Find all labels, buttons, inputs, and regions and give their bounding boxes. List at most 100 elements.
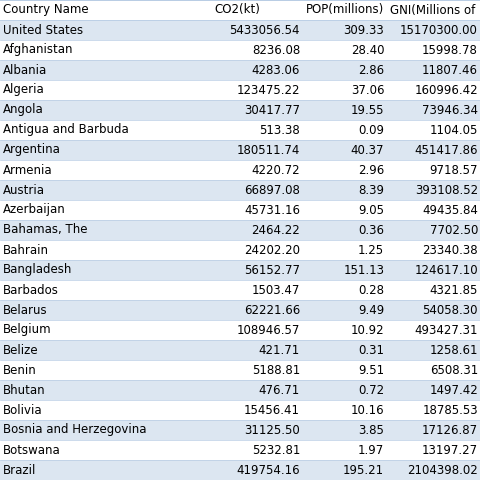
Bar bbox=[0, 200, 480, 220]
Text: United States: United States bbox=[3, 24, 83, 36]
Text: 4321.85: 4321.85 bbox=[429, 284, 477, 297]
Text: 421.71: 421.71 bbox=[258, 344, 300, 357]
Text: 45731.16: 45731.16 bbox=[243, 204, 300, 216]
Bar bbox=[0, 400, 480, 420]
Text: Belarus: Belarus bbox=[3, 303, 48, 316]
Text: 5188.81: 5188.81 bbox=[251, 363, 300, 376]
Text: 309.33: 309.33 bbox=[343, 24, 384, 36]
Bar bbox=[0, 80, 480, 100]
Bar bbox=[0, 240, 480, 260]
Text: Benin: Benin bbox=[3, 363, 36, 376]
Text: Angola: Angola bbox=[3, 104, 44, 117]
Text: 5232.81: 5232.81 bbox=[251, 444, 300, 456]
Text: 3.85: 3.85 bbox=[358, 423, 384, 436]
Text: 30417.77: 30417.77 bbox=[243, 104, 300, 117]
Text: 31125.50: 31125.50 bbox=[244, 423, 300, 436]
Bar bbox=[0, 340, 480, 360]
Text: 66897.08: 66897.08 bbox=[244, 183, 300, 196]
Text: 9.05: 9.05 bbox=[358, 204, 384, 216]
Text: Belgium: Belgium bbox=[3, 324, 51, 336]
Text: 108946.57: 108946.57 bbox=[236, 324, 300, 336]
Bar bbox=[0, 60, 480, 80]
Text: 9718.57: 9718.57 bbox=[429, 164, 477, 177]
Text: Country Name: Country Name bbox=[3, 3, 88, 16]
Text: 0.28: 0.28 bbox=[358, 284, 384, 297]
Bar bbox=[0, 320, 480, 340]
Text: 40.37: 40.37 bbox=[350, 144, 384, 156]
Text: 4283.06: 4283.06 bbox=[251, 63, 300, 76]
Text: 0.72: 0.72 bbox=[357, 384, 384, 396]
Text: 493427.31: 493427.31 bbox=[414, 324, 477, 336]
Text: 151.13: 151.13 bbox=[343, 264, 384, 276]
Text: 37.06: 37.06 bbox=[350, 84, 384, 96]
Text: 5433056.54: 5433056.54 bbox=[229, 24, 300, 36]
Text: 56152.77: 56152.77 bbox=[243, 264, 300, 276]
Bar bbox=[0, 100, 480, 120]
Bar bbox=[0, 180, 480, 200]
Text: 1258.61: 1258.61 bbox=[429, 344, 477, 357]
Text: 8236.08: 8236.08 bbox=[251, 44, 300, 57]
Text: 393108.52: 393108.52 bbox=[414, 183, 477, 196]
Text: 11807.46: 11807.46 bbox=[421, 63, 477, 76]
Text: 2104398.02: 2104398.02 bbox=[407, 464, 477, 477]
Text: 8.39: 8.39 bbox=[358, 183, 384, 196]
Text: 2.96: 2.96 bbox=[357, 164, 384, 177]
Text: 54058.30: 54058.30 bbox=[421, 303, 477, 316]
Text: 28.40: 28.40 bbox=[350, 44, 384, 57]
Text: POP(millions): POP(millions) bbox=[305, 3, 384, 16]
Text: 1.25: 1.25 bbox=[357, 243, 384, 256]
Text: Azerbaijan: Azerbaijan bbox=[3, 204, 66, 216]
Text: Bahrain: Bahrain bbox=[3, 243, 49, 256]
Bar bbox=[0, 160, 480, 180]
Bar bbox=[0, 40, 480, 60]
Text: Belize: Belize bbox=[3, 344, 38, 357]
Text: Brazil: Brazil bbox=[3, 464, 36, 477]
Text: Armenia: Armenia bbox=[3, 164, 52, 177]
Text: 9.49: 9.49 bbox=[357, 303, 384, 316]
Bar bbox=[0, 220, 480, 240]
Text: 2.86: 2.86 bbox=[357, 63, 384, 76]
Bar bbox=[0, 20, 480, 40]
Text: 0.31: 0.31 bbox=[358, 344, 384, 357]
Text: Antigua and Barbuda: Antigua and Barbuda bbox=[3, 123, 129, 136]
Bar bbox=[0, 280, 480, 300]
Text: 4220.72: 4220.72 bbox=[251, 164, 300, 177]
Text: Barbados: Barbados bbox=[3, 284, 59, 297]
Text: 2464.22: 2464.22 bbox=[251, 224, 300, 237]
Text: 451417.86: 451417.86 bbox=[414, 144, 477, 156]
Text: 180511.74: 180511.74 bbox=[236, 144, 300, 156]
Text: 24202.20: 24202.20 bbox=[243, 243, 300, 256]
Text: 15170300.00: 15170300.00 bbox=[399, 24, 477, 36]
Text: 73946.34: 73946.34 bbox=[421, 104, 477, 117]
Bar bbox=[0, 0, 480, 20]
Text: 10.92: 10.92 bbox=[350, 324, 384, 336]
Text: 513.38: 513.38 bbox=[259, 123, 300, 136]
Text: 0.09: 0.09 bbox=[358, 123, 384, 136]
Text: Botswana: Botswana bbox=[3, 444, 60, 456]
Bar bbox=[0, 140, 480, 160]
Text: 10.16: 10.16 bbox=[350, 404, 384, 417]
Text: Austria: Austria bbox=[3, 183, 45, 196]
Text: 419754.16: 419754.16 bbox=[236, 464, 300, 477]
Text: 23340.38: 23340.38 bbox=[421, 243, 477, 256]
Text: 1104.05: 1104.05 bbox=[429, 123, 477, 136]
Text: 0.36: 0.36 bbox=[358, 224, 384, 237]
Bar bbox=[0, 360, 480, 380]
Text: 1497.42: 1497.42 bbox=[428, 384, 477, 396]
Text: 124617.10: 124617.10 bbox=[413, 264, 477, 276]
Text: 17126.87: 17126.87 bbox=[421, 423, 477, 436]
Text: 62221.66: 62221.66 bbox=[243, 303, 300, 316]
Text: 123475.22: 123475.22 bbox=[236, 84, 300, 96]
Text: Bhutan: Bhutan bbox=[3, 384, 46, 396]
Text: Argentina: Argentina bbox=[3, 144, 61, 156]
Text: Afghanistan: Afghanistan bbox=[3, 44, 73, 57]
Text: 9.51: 9.51 bbox=[357, 363, 384, 376]
Text: 160996.42: 160996.42 bbox=[413, 84, 477, 96]
Text: 6508.31: 6508.31 bbox=[429, 363, 477, 376]
Bar bbox=[0, 260, 480, 280]
Bar bbox=[0, 420, 480, 440]
Text: Albania: Albania bbox=[3, 63, 47, 76]
Text: Bosnia and Herzegovina: Bosnia and Herzegovina bbox=[3, 423, 146, 436]
Bar bbox=[0, 460, 480, 480]
Text: 15456.41: 15456.41 bbox=[243, 404, 300, 417]
